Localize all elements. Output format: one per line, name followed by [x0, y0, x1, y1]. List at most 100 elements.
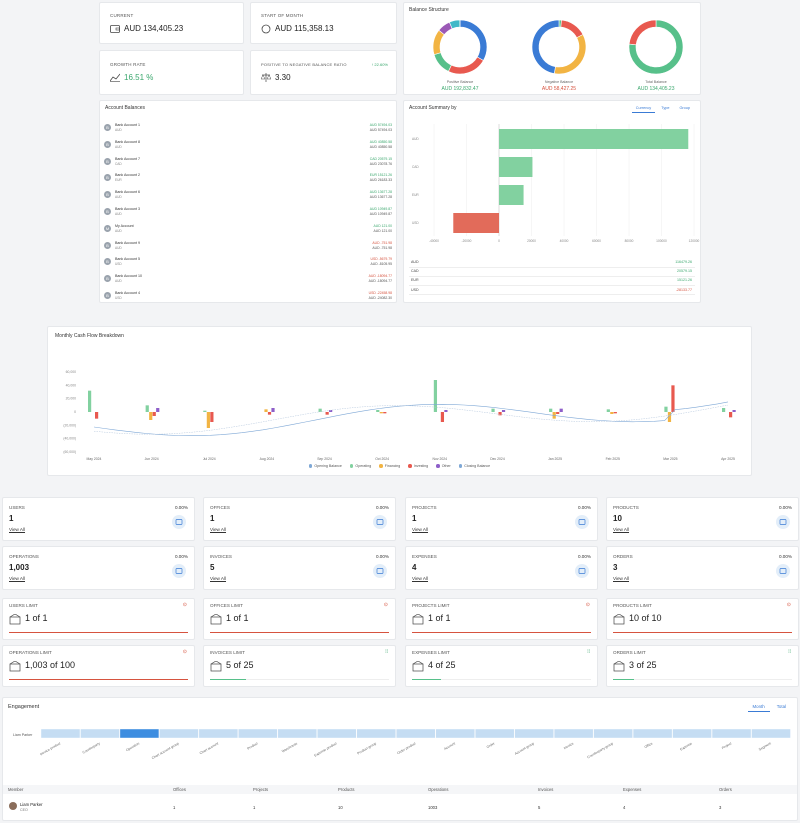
legend-item[interactable]: Other: [436, 464, 451, 468]
heat-cell[interactable]: [317, 728, 357, 739]
stat-card-projects: PROJECTS 1 View All 0.00%: [405, 497, 598, 541]
total-slice: [628, 19, 657, 46]
heat-cell[interactable]: [475, 728, 515, 739]
heat-cell[interactable]: [396, 728, 436, 739]
tab-group[interactable]: Group: [679, 106, 690, 110]
view-all-link[interactable]: View All: [613, 527, 630, 532]
list-item[interactable]: B Bank Account 4 USD USD -22458.98 AUD -2408…: [104, 289, 392, 305]
negative-balance-value: AUD 58,427.25: [541, 86, 577, 92]
table-header-projects[interactable]: Projects: [253, 787, 269, 792]
member-name[interactable]: Liam Parker: [20, 802, 43, 807]
stat-percent: 0.00%: [375, 505, 389, 510]
x-tick-label: 40000: [560, 239, 569, 243]
account-balance-converted: AUD 23078.76: [369, 161, 392, 166]
stat-label: ORDERS: [613, 554, 633, 559]
heat-cell[interactable]: [593, 728, 633, 739]
view-all-link[interactable]: View All: [210, 576, 227, 581]
list-item[interactable]: M My Account AUD AUD 121.00 AUD 121.00: [104, 222, 392, 238]
tab-month[interactable]: Month: [747, 702, 770, 712]
legend-item[interactable]: Closing Balance: [458, 464, 490, 468]
view-all-link[interactable]: View All: [412, 576, 429, 581]
list-item[interactable]: B Bank Account 8 AUD AUD 40850.58 AUD 40850.…: [104, 138, 392, 154]
list-item[interactable]: B Bank Account 10 AUD AUD -18094.77 AUD -180…: [104, 272, 392, 288]
heat-cell[interactable]: [751, 728, 791, 739]
tab-type[interactable]: Type: [661, 106, 670, 110]
limit-label: USERS LIMIT: [9, 603, 38, 608]
heat-cell[interactable]: [80, 728, 120, 739]
table-header-expenses[interactable]: Expenses: [623, 787, 642, 792]
limit-card-users-limit: USERS LIMIT 1 of 1 ⊙: [2, 598, 195, 640]
growth-rate-card: GROWTH RATE 16.51 %: [99, 50, 244, 95]
table-header-invoices[interactable]: Invoices: [538, 787, 554, 792]
heat-cell[interactable]: [238, 728, 278, 739]
table-header-operations[interactable]: Operations: [428, 787, 449, 792]
stat-label: OPERATIONS: [9, 554, 39, 559]
heat-column-label: Counterparty: [82, 741, 101, 754]
list-item[interactable]: B Bank Account 6 AUD AUD 13677.28 AUD 13677.…: [104, 188, 392, 204]
view-all-link[interactable]: View All: [9, 576, 26, 581]
bar-operating: [203, 410, 207, 412]
account-balance: AUD 57494.03: [369, 123, 392, 127]
account-avatar: B: [104, 191, 111, 199]
view-all-link[interactable]: View All: [9, 527, 26, 532]
limit-icon: [613, 612, 625, 625]
stat-card-orders: ORDERS 3 View All 0.00%: [606, 546, 799, 590]
table-header-orders[interactable]: Orders: [719, 787, 732, 792]
list-item[interactable]: B Bank Account 9 AUD AUD -751.98 AUD -751.98: [104, 239, 392, 255]
account-balance: USD -5679.79: [370, 257, 393, 262]
warning-icon: ⊙: [585, 602, 590, 608]
tab-currency[interactable]: Currency: [631, 104, 656, 113]
heat-cell[interactable]: [277, 728, 318, 739]
heat-cell[interactable]: [553, 728, 594, 739]
legend-item[interactable]: Financing: [379, 464, 400, 468]
stat-percent: 0.00%: [778, 554, 792, 559]
account-avatar: B: [104, 241, 111, 249]
list-item[interactable]: B Bank Account 2 EUR EUR 15121.26 AUD 26183.…: [104, 171, 392, 187]
legend-item[interactable]: Opening Balance: [308, 464, 342, 468]
heat-column-label: Expense: [679, 741, 693, 751]
start-of-month-label: START OF MONTH: [261, 13, 304, 18]
heat-cell[interactable]: [514, 728, 554, 739]
list-item[interactable]: B Bank Account 5 USD USD -5679.79 AUD -8105.…: [104, 255, 392, 271]
view-all-link[interactable]: View All: [613, 576, 630, 581]
heat-cell[interactable]: [119, 728, 160, 739]
heat-cell[interactable]: [159, 728, 199, 739]
heat-cell[interactable]: [356, 728, 396, 739]
heat-cell[interactable]: [40, 728, 81, 739]
list-item[interactable]: B Bank Account 7 CAD CAD 20579.15 AUD 23078.…: [104, 155, 392, 171]
view-all-link[interactable]: View All: [210, 527, 227, 532]
account-currency: CAD: [115, 161, 122, 166]
account-currency: AUD: [115, 144, 122, 149]
account-balance-converted: AUD 26183.33: [369, 178, 392, 183]
x-tick-label: Jan 2025: [548, 457, 562, 461]
account-currency: EUR: [115, 178, 122, 183]
bar-financing: [206, 412, 210, 428]
negative-donut: [531, 19, 587, 75]
x-tick-label: Nov 2024: [433, 457, 448, 461]
legend-item[interactable]: Operating: [349, 464, 371, 468]
legend-item[interactable]: Investing: [408, 464, 428, 468]
tab-total[interactable]: Total: [776, 704, 786, 709]
table-header-products[interactable]: Products: [338, 787, 355, 792]
list-item[interactable]: B Bank Account 1 AUD AUD 57494.03 AUD 57494.…: [104, 121, 392, 137]
bar-investing: [671, 385, 675, 412]
heat-cell[interactable]: [435, 728, 475, 739]
stat-label: PROJECTS: [412, 505, 437, 510]
heat-cell[interactable]: [711, 728, 752, 739]
summary-total: 20579.15: [677, 269, 692, 274]
heat-cell[interactable]: [632, 728, 673, 739]
legend-label: Investing: [413, 464, 429, 468]
table-header-offices[interactable]: Offices: [173, 787, 186, 792]
warning-icon: ⊙: [383, 602, 388, 608]
heat-column-label: Order: [486, 741, 496, 749]
positive-balance-value: AUD 192,832.47: [441, 86, 479, 92]
stat-card-products: PRODUCTS 10 View All 0.00%: [606, 497, 799, 541]
account-balance-converted: AUD 10949.87: [369, 212, 392, 216]
heat-cell[interactable]: [198, 728, 239, 739]
table-header-member[interactable]: Member: [8, 787, 24, 792]
total-donut: [628, 19, 684, 75]
list-item[interactable]: B Bank Account 3 AUD AUD 10949.87 AUD 10949.…: [104, 205, 392, 221]
limit-progress-fill: [412, 631, 591, 633]
heat-cell[interactable]: [672, 728, 712, 739]
view-all-link[interactable]: View All: [412, 527, 429, 532]
